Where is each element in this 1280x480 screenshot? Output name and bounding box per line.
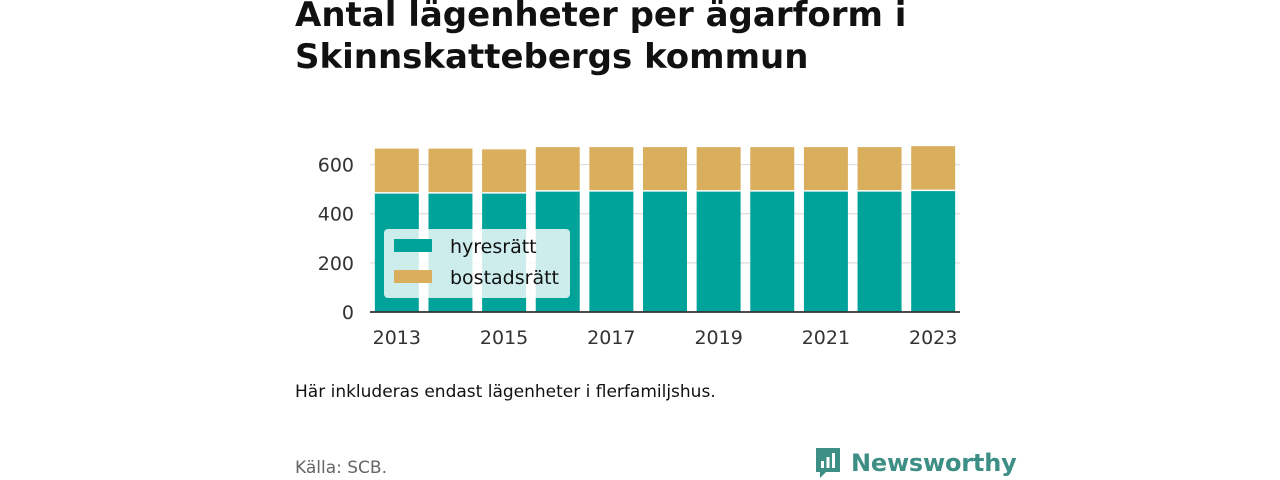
bar-hyresratt-2022 xyxy=(857,190,902,312)
bar-hyresratt-2017 xyxy=(589,190,634,312)
x-tick-label-2013: 2013 xyxy=(373,327,421,349)
y-tick-label-600: 600 xyxy=(318,155,354,177)
chart-note: Här inkluderas endast lägenheter i flerf… xyxy=(295,382,716,402)
x-tick-label-2015: 2015 xyxy=(480,327,528,349)
x-tick-label-2021: 2021 xyxy=(802,327,850,349)
x-tick-label-2017: 2017 xyxy=(587,327,635,349)
bar-hyresratt-2021 xyxy=(803,190,848,312)
bar-bostadsratt-2014 xyxy=(428,148,473,193)
bar-bostadsratt-2020 xyxy=(750,147,795,191)
legend-swatch-bostadsratt xyxy=(394,270,432,283)
y-axis-labels: 0 200 400 600 xyxy=(318,155,354,324)
y-tick-label-0: 0 xyxy=(342,302,354,324)
legend-label-hyresratt: hyresrätt xyxy=(450,236,537,258)
x-tick-label-2019: 2019 xyxy=(694,327,742,349)
source-text: Källa: SCB. xyxy=(295,458,387,478)
legend-swatch-hyresratt xyxy=(394,239,432,252)
bar-bostadsratt-2013 xyxy=(374,148,419,193)
bar-bostadsratt-2016 xyxy=(535,147,580,191)
brand-name: Newsworthy xyxy=(851,449,1017,477)
legend: hyresrätt bostadsrätt xyxy=(384,229,570,298)
bar-hyresratt-2019 xyxy=(696,190,741,312)
bar-hyresratt-2023 xyxy=(911,190,956,312)
bar-bostadsratt-2017 xyxy=(589,147,634,191)
bar-bostadsratt-2022 xyxy=(857,147,902,191)
brand-logo[interactable]: Newsworthy xyxy=(814,446,1017,480)
bar-bostadsratt-2023 xyxy=(911,146,956,191)
x-tick-label-2023: 2023 xyxy=(909,327,957,349)
y-tick-label-400: 400 xyxy=(318,204,354,226)
chart-title: Antal lägenheter per ägarform i Skinnska… xyxy=(295,0,907,77)
bar-bostadsratt-2015 xyxy=(482,149,527,193)
bar-chart: 0 200 400 600 2013 2015 2017 2019 2021 2023 hyre… xyxy=(318,146,960,349)
bar-bostadsratt-2021 xyxy=(803,147,848,191)
bar-hyresratt-2020 xyxy=(750,190,795,312)
newsworthy-logo-icon xyxy=(816,448,840,478)
legend-label-bostadsratt: bostadsrätt xyxy=(450,267,559,289)
bar-bostadsratt-2019 xyxy=(696,147,741,191)
x-axis-labels: 2013 2015 2017 2019 2021 2023 xyxy=(373,327,958,349)
bar-bostadsratt-2018 xyxy=(643,147,687,191)
bar-hyresratt-2018 xyxy=(643,190,687,312)
y-tick-label-200: 200 xyxy=(318,253,354,275)
